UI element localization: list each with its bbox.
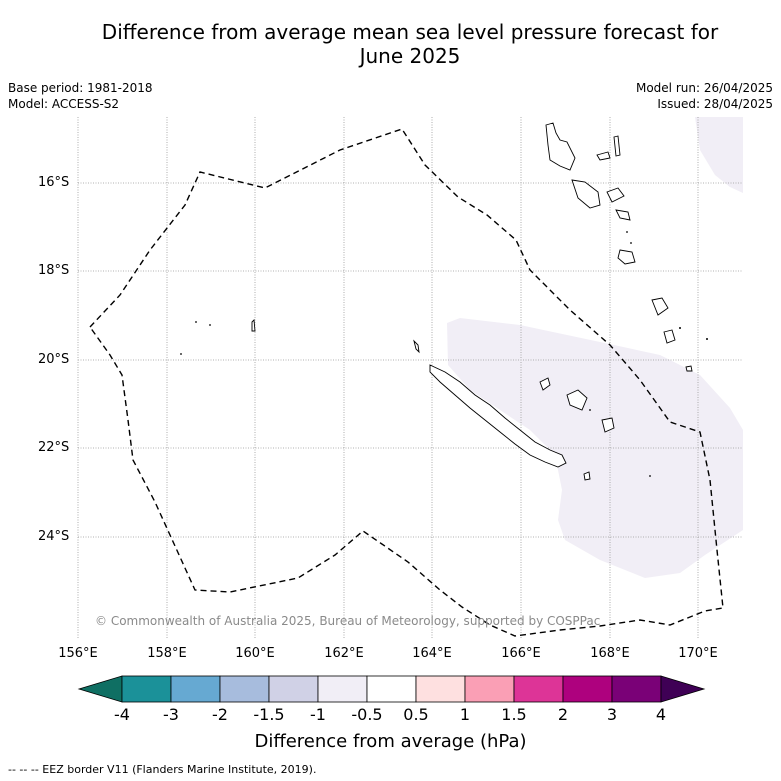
colorbar-over-arrow xyxy=(660,675,706,703)
coastlines xyxy=(251,122,693,481)
colorbar-swatch xyxy=(170,675,221,703)
maewo-pentecost xyxy=(613,135,621,157)
isle-of-pines xyxy=(583,471,591,481)
lon-label-166e: 166°E xyxy=(501,646,541,661)
mare-island xyxy=(601,417,615,433)
colorbar-tick-label: -0.5 xyxy=(351,705,383,724)
model-run: Model run: 26/04/2025 xyxy=(635,81,773,95)
colorbar-tick-label: 3 xyxy=(606,705,618,724)
epi-island xyxy=(617,249,636,265)
lat-label-20s: 20°S xyxy=(38,352,70,367)
base-period: Base period: 1981-2018 xyxy=(8,81,153,95)
lon-label-168e: 168°E xyxy=(590,646,630,661)
colorbar-tick-label: 1.5 xyxy=(501,705,527,724)
colorbar-swatch xyxy=(268,675,319,703)
colorbar-tick-label: 0.5 xyxy=(403,705,429,724)
colorbar-swatch xyxy=(513,675,564,703)
lifou-island xyxy=(566,389,588,411)
colorbar-tick-label: 2 xyxy=(557,705,569,724)
colorbar xyxy=(77,675,706,703)
map-title-line1: Difference from average mean sea level p… xyxy=(101,20,719,44)
colorbar-tick-label: -1 xyxy=(310,705,326,724)
new-caledonia-island xyxy=(429,364,567,468)
malekula xyxy=(571,179,601,209)
eez-legend-note: -- -- -- EEZ border V11 (Flanders Marine… xyxy=(8,763,317,776)
ouvea-island xyxy=(539,377,551,391)
colorbar-swatch xyxy=(562,675,613,703)
tanna xyxy=(663,329,676,344)
colorbar-swatch xyxy=(219,675,270,703)
ambae xyxy=(596,151,611,161)
lon-label-160e: 160°E xyxy=(235,646,275,661)
shepherd-islands xyxy=(615,209,631,221)
issued-date: Issued: 28/04/2025 xyxy=(657,97,773,111)
espiritu-santo xyxy=(545,122,576,171)
eez-border xyxy=(89,128,724,637)
colorbar-swatch xyxy=(366,675,417,703)
colorbar-swatch xyxy=(415,675,466,703)
map-title-line2: June 2025 xyxy=(359,44,461,68)
colorbar-tick-label: -4 xyxy=(114,705,130,724)
lat-label-16s: 16°S xyxy=(38,175,70,190)
chesterfield-islet xyxy=(251,319,256,332)
lon-label-162e: 162°E xyxy=(324,646,364,661)
colorbar-tick-label: -2 xyxy=(212,705,228,724)
colorbar-swatch xyxy=(317,675,368,703)
small-islets xyxy=(180,231,708,477)
lat-label-22s: 22°S xyxy=(38,440,70,455)
lat-label-18s: 18°S xyxy=(38,263,70,278)
colorbar-tick-label: 4 xyxy=(655,705,667,724)
lon-label-170e: 170°E xyxy=(678,646,718,661)
aneityum xyxy=(685,365,693,372)
colorbar-tick-label: 1 xyxy=(459,705,471,724)
model-name: Model: ACCESS-S2 xyxy=(8,97,120,111)
copyright-notice: © Commonwealth of Australia 2025, Bureau… xyxy=(95,614,601,628)
colorbar-label: Difference from average (hPa) xyxy=(254,731,527,752)
colorbar-swatch xyxy=(464,675,515,703)
lon-label-156e: 156°E xyxy=(58,646,98,661)
map-gridlines xyxy=(77,117,743,638)
colorbar-tick-label: -3 xyxy=(163,705,179,724)
lat-label-24s: 24°S xyxy=(38,529,70,544)
colorbar-swatch xyxy=(611,675,662,703)
lon-label-158e: 158°E xyxy=(147,646,187,661)
lon-label-164e: 164°E xyxy=(412,646,452,661)
colorbar-swatch xyxy=(121,675,172,703)
colorbar-under-arrow xyxy=(77,675,123,703)
efate xyxy=(606,187,625,203)
erromango xyxy=(651,297,669,316)
colorbar-tick-label: -1.5 xyxy=(253,705,285,724)
belep-island xyxy=(413,339,420,354)
anomaly-region-north xyxy=(695,117,743,193)
